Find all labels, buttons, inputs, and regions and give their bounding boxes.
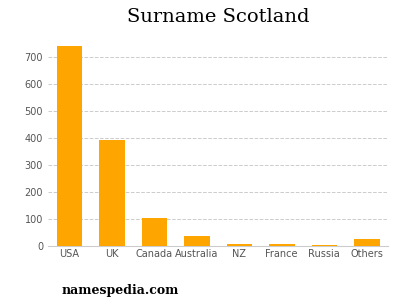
Title: Surname Scotland: Surname Scotland — [127, 8, 309, 26]
Bar — [269, 244, 294, 246]
Bar — [184, 236, 210, 246]
Bar — [142, 218, 167, 246]
Bar — [56, 46, 82, 246]
Bar — [226, 244, 252, 246]
Text: namespedia.com: namespedia.com — [61, 284, 179, 297]
Bar — [99, 140, 124, 246]
Bar — [354, 239, 380, 246]
Bar — [312, 244, 337, 246]
